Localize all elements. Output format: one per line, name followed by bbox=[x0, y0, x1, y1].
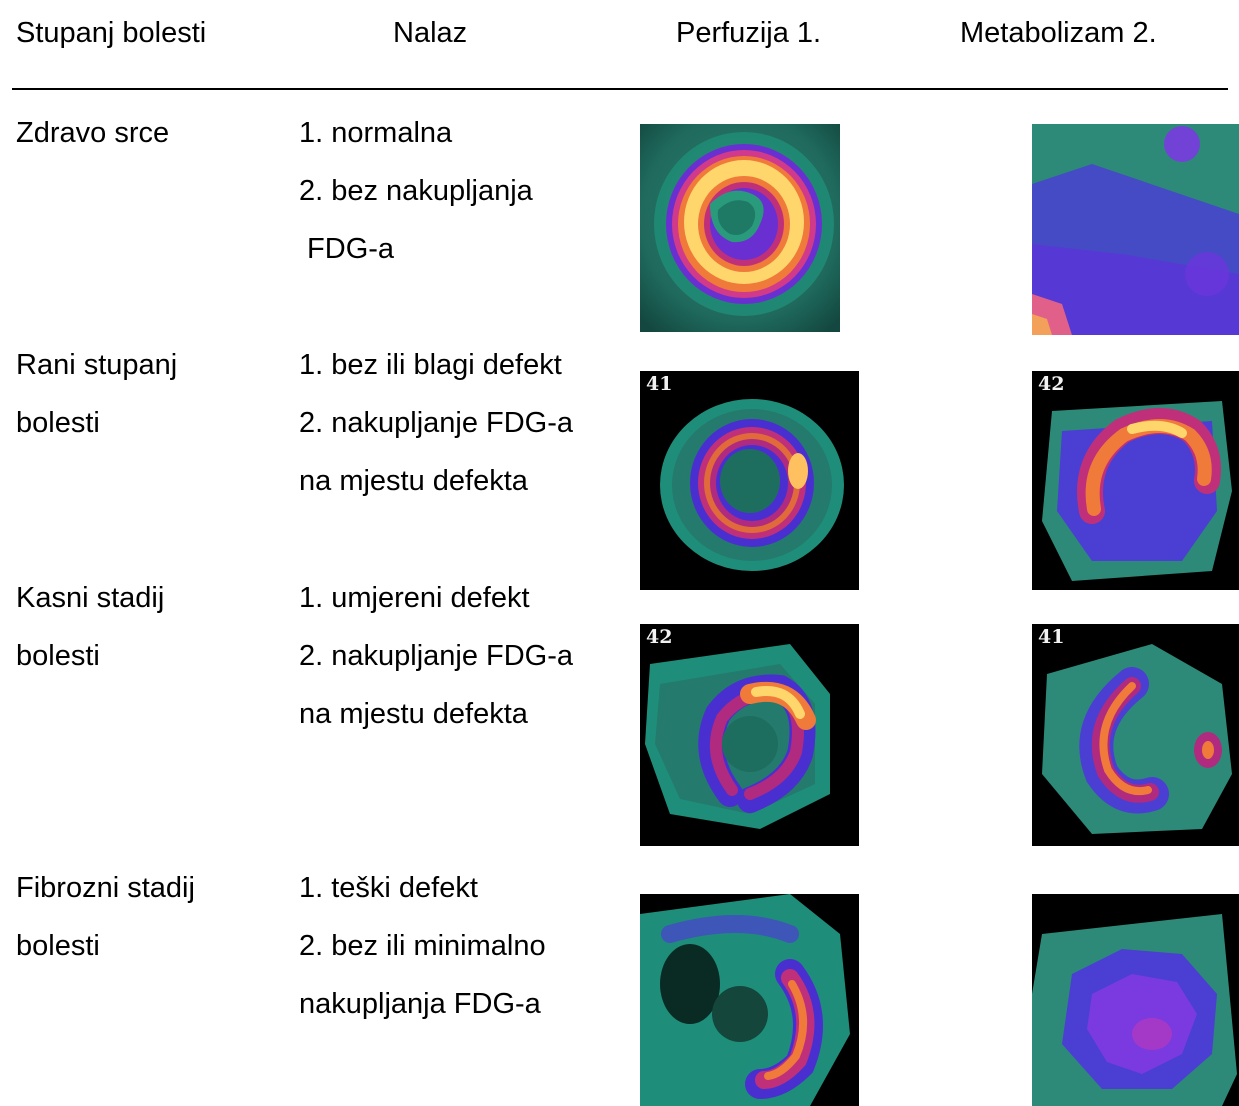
row-late-finding: 1. umjereni defekt 2. nakupljanje FDG-a … bbox=[299, 569, 573, 743]
slice-number: 41 bbox=[1038, 626, 1065, 648]
perfusion-scan-late: 42 bbox=[640, 624, 859, 846]
finding-line: 2. nakupljanje FDG-a bbox=[299, 640, 574, 672]
stage-line: Fibrozni stadij bbox=[16, 872, 195, 904]
header-finding: Nalaz bbox=[393, 17, 468, 49]
stage-line: bolesti bbox=[16, 407, 100, 439]
finding-line: FDG-a bbox=[299, 233, 395, 265]
finding-line: na mjestu defekta bbox=[299, 698, 528, 730]
finding-line: nakupljanja FDG-a bbox=[299, 988, 541, 1020]
row-late-stage: Kasni stadij bolesti bbox=[16, 569, 164, 685]
perfusion-scan-fibrotic bbox=[640, 894, 859, 1106]
row-fibrotic-finding: 1. teški defekt 2. bez ili minimalno nak… bbox=[299, 859, 546, 1033]
row-fibrotic-stage: Fibrozni stadij bolesti bbox=[16, 859, 195, 975]
header-perfusion: Perfuzija 1. bbox=[676, 17, 822, 49]
header-divider bbox=[12, 88, 1228, 90]
finding-line: 1. umjereni defekt bbox=[299, 582, 530, 614]
stage-line: Rani stupanj bbox=[16, 349, 178, 381]
finding-line: 2. nakupljanje FDG-a bbox=[299, 407, 574, 439]
finding-line: 2. bez ili minimalno bbox=[299, 930, 546, 962]
metabolism-scan-early: 42 bbox=[1032, 371, 1239, 590]
finding-line: na mjestu defekta bbox=[299, 465, 528, 497]
slice-number: 41 bbox=[646, 373, 673, 395]
perfusion-scan-healthy bbox=[640, 124, 840, 332]
row-early-finding: 1. bez ili blagi defekt 2. nakupljanje F… bbox=[299, 336, 573, 510]
finding-line: 1. normalna bbox=[299, 117, 453, 149]
metabolism-scan-fibrotic bbox=[1032, 894, 1239, 1106]
stage-line: Zdravo srce bbox=[16, 117, 170, 149]
finding-line: 1. teški defekt bbox=[299, 872, 478, 904]
stage-line: bolesti bbox=[16, 930, 100, 962]
metabolism-scan-healthy bbox=[1032, 124, 1239, 335]
slice-number: 42 bbox=[1038, 373, 1065, 395]
row-early-stage: Rani stupanj bolesti bbox=[16, 336, 177, 452]
perfusion-scan-early: 41 bbox=[640, 371, 859, 590]
stage-line: bolesti bbox=[16, 640, 100, 672]
header-metabolism: Metabolizam 2. bbox=[960, 17, 1157, 49]
stage-line: Kasni stadij bbox=[16, 582, 165, 614]
slice-number: 42 bbox=[646, 626, 673, 648]
row-healthy-finding: 1. normalna 2. bez nakupljanja FDG-a bbox=[299, 104, 533, 278]
metabolism-scan-late: 41 bbox=[1032, 624, 1239, 846]
finding-line: 2. bez nakupljanja bbox=[299, 175, 533, 207]
header-stage: Stupanj bolesti bbox=[16, 17, 207, 49]
finding-line: 1. bez ili blagi defekt bbox=[299, 349, 562, 381]
row-healthy-stage: Zdravo srce bbox=[16, 104, 169, 162]
